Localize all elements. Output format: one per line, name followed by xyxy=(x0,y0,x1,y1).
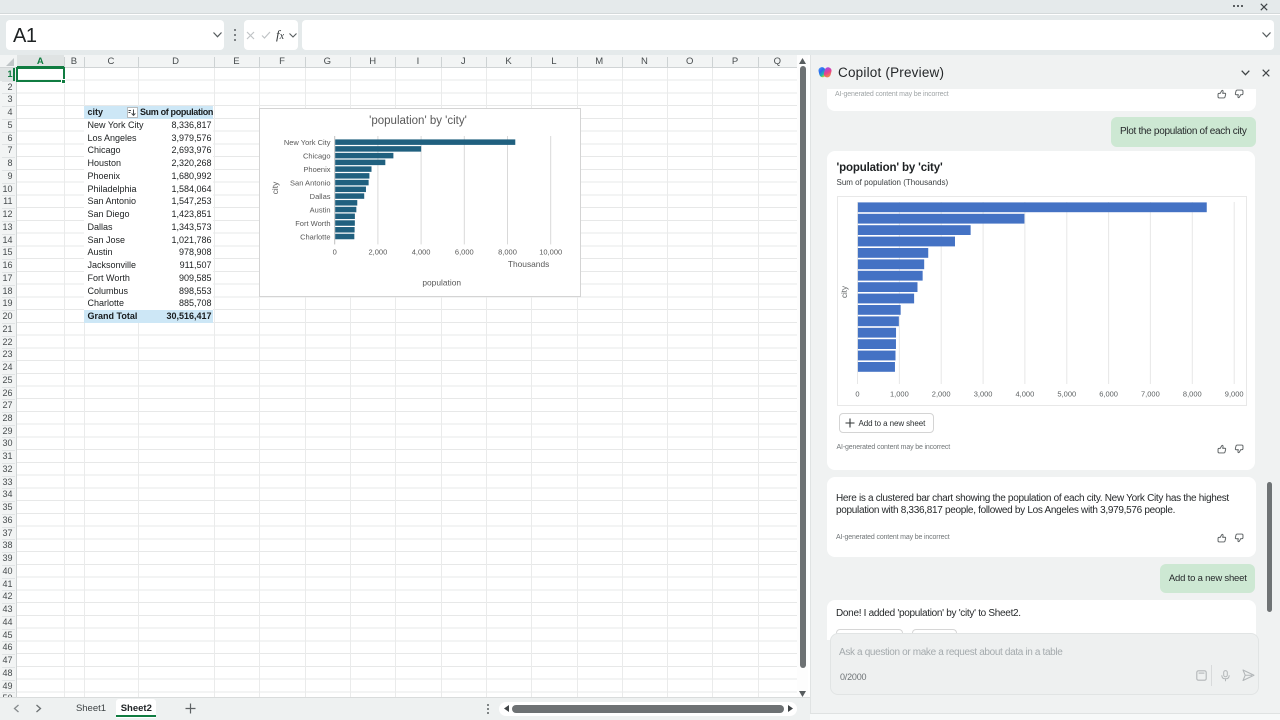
svg-text:Phoenix: Phoenix xyxy=(303,165,330,174)
svg-text:population: population xyxy=(422,277,461,287)
svg-text:7,000: 7,000 xyxy=(1141,390,1160,399)
svg-text:6,000: 6,000 xyxy=(1099,390,1118,399)
svg-text:city: city xyxy=(270,180,280,193)
svg-text:'population' by 'city': 'population' by 'city' xyxy=(369,115,467,127)
svg-text:San Antonio: San Antonio xyxy=(290,178,330,187)
svg-text:10,000: 10,000 xyxy=(539,247,562,256)
svg-text:0: 0 xyxy=(333,247,337,256)
svg-text:2,000: 2,000 xyxy=(931,390,950,399)
svg-text:Thousands: Thousands xyxy=(508,259,549,269)
svg-text:4,000: 4,000 xyxy=(1015,390,1034,399)
svg-text:Dallas: Dallas xyxy=(310,192,331,201)
svg-text:Austin: Austin xyxy=(310,205,331,214)
svg-text:6,000: 6,000 xyxy=(455,247,474,256)
svg-text:Chicago: Chicago xyxy=(303,151,331,160)
svg-text:Fort Worth: Fort Worth xyxy=(295,218,330,227)
svg-text:8,000: 8,000 xyxy=(498,247,517,256)
svg-text:1,000: 1,000 xyxy=(890,390,909,399)
svg-text:9,000: 9,000 xyxy=(1224,390,1243,399)
svg-text:0: 0 xyxy=(855,390,859,399)
svg-text:Charlotte: Charlotte xyxy=(300,232,330,241)
svg-text:2,000: 2,000 xyxy=(368,247,387,256)
svg-text:city: city xyxy=(840,286,849,298)
svg-text:New York City: New York City xyxy=(284,138,331,147)
svg-text:5,000: 5,000 xyxy=(1057,390,1076,399)
svg-text:3,000: 3,000 xyxy=(973,390,992,399)
svg-text:4,000: 4,000 xyxy=(412,247,431,256)
svg-text:8,000: 8,000 xyxy=(1182,390,1201,399)
